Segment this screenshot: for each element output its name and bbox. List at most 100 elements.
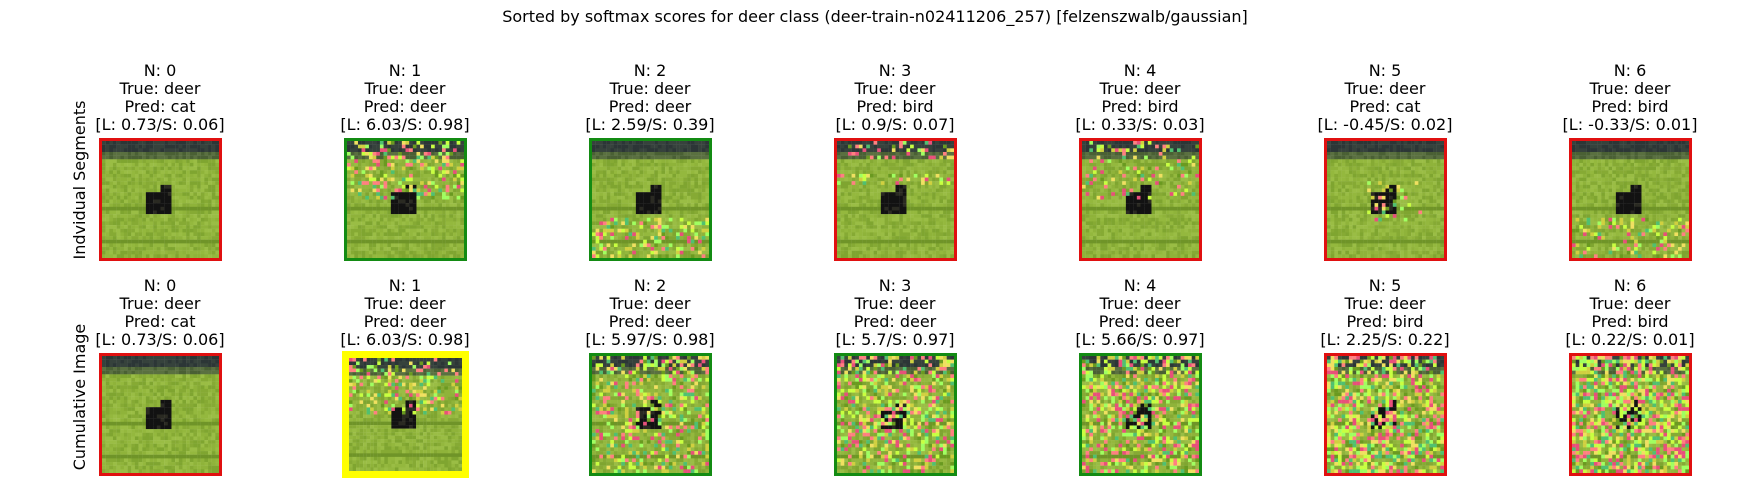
panel-image-frame <box>341 351 469 478</box>
figure-title: Sorted by softmax scores for deer class … <box>502 7 1248 26</box>
panel-caption: N: 3 True: deer Pred: deer [L: 5.7/S: 0.97] <box>770 277 1020 349</box>
panel-image-frame <box>1323 138 1447 261</box>
panel-image <box>101 356 219 473</box>
panel-image-frame <box>1568 138 1692 261</box>
panel-pred-label: Pred: deer <box>608 312 692 331</box>
grid-panel: N: 6 True: deer Pred: bird [L: 0.22/S: 0.01… <box>1505 277 1750 476</box>
panel-image-frame <box>343 138 467 261</box>
panel-score-label: [L: -0.33/S: 0.01] <box>1562 115 1698 134</box>
panel-score-label: [L: 0.73/S: 0.06] <box>95 115 225 134</box>
panel-score-label: [L: 6.03/S: 0.98] <box>340 330 470 349</box>
panel-pred-label: Pred: bird <box>856 97 934 116</box>
panel-true-label: True: deer <box>1099 79 1181 98</box>
panel-pred-label: Pred: cat <box>124 312 196 331</box>
panel-step-label: N: 5 <box>1368 61 1402 80</box>
panel-caption: N: 2 True: deer Pred: deer [L: 5.97/S: 0.98… <box>525 277 775 349</box>
panel-true-label: True: deer <box>609 294 691 313</box>
panel-true-label: True: deer <box>854 79 936 98</box>
panel-image <box>346 141 464 258</box>
panel-image <box>1326 356 1444 473</box>
panel-true-label: True: deer <box>1589 294 1671 313</box>
panel-true-label: True: deer <box>1344 79 1426 98</box>
panel-caption: N: 1 True: deer Pred: deer [L: 6.03/S: 0.98… <box>280 277 530 349</box>
grid-panel: N: 1 True: deer Pred: deer [L: 6.03/S: 0.98… <box>280 62 530 261</box>
panel-pred-label: Pred: deer <box>363 97 447 116</box>
panel-pred-label: Pred: deer <box>1098 312 1182 331</box>
panel-true-label: True: deer <box>609 79 691 98</box>
panel-image <box>348 358 462 471</box>
panel-caption: N: 0 True: deer Pred: cat [L: 0.73/S: 0.06] <box>35 62 285 134</box>
grid-panel: N: 4 True: deer Pred: deer [L: 5.66/S: 0.97… <box>1015 277 1265 476</box>
panel-image-frame <box>98 138 222 261</box>
panel-score-label: [L: 2.59/S: 0.39] <box>585 115 715 134</box>
panel-step-label: N: 4 <box>1123 276 1157 295</box>
panel-image <box>1571 356 1689 473</box>
grid-panel: N: 3 True: deer Pred: bird [L: 0.9/S: 0.07] <box>770 62 1020 261</box>
panel-image-frame <box>588 138 712 261</box>
panel-image-frame <box>833 353 957 476</box>
panel-true-label: True: deer <box>119 79 201 98</box>
panel-image <box>836 356 954 473</box>
panel-caption: N: 6 True: deer Pred: bird [L: 0.22/S: 0.01… <box>1505 277 1750 349</box>
panel-step-label: N: 1 <box>388 276 422 295</box>
panel-step-label: N: 2 <box>633 276 667 295</box>
panel-step-label: N: 4 <box>1123 61 1157 80</box>
grid-panel: N: 4 True: deer Pred: bird [L: 0.33/S: 0.03… <box>1015 62 1265 261</box>
panel-image-frame <box>1323 353 1447 476</box>
panel-score-label: [L: 5.7/S: 0.97] <box>835 330 955 349</box>
panel-image <box>591 356 709 473</box>
panel-caption: N: 5 True: deer Pred: bird [L: 2.25/S: 0.22… <box>1260 277 1510 349</box>
panel-step-label: N: 3 <box>878 61 912 80</box>
panel-score-label: [L: -0.45/S: 0.02] <box>1317 115 1453 134</box>
panel-step-label: N: 0 <box>143 61 177 80</box>
panel-true-label: True: deer <box>364 294 446 313</box>
panel-image <box>836 141 954 258</box>
panel-caption: N: 5 True: deer Pred: cat [L: -0.45/S: 0.02… <box>1260 62 1510 134</box>
panel-image-frame <box>1568 353 1692 476</box>
panel-true-label: True: deer <box>854 294 936 313</box>
panel-pred-label: Pred: deer <box>608 97 692 116</box>
panel-image <box>1081 356 1199 473</box>
panel-score-label: [L: 0.73/S: 0.06] <box>95 330 225 349</box>
panel-image-frame <box>98 353 222 476</box>
grid-panel: N: 5 True: deer Pred: cat [L: -0.45/S: 0.02… <box>1260 62 1510 261</box>
panel-pred-label: Pred: bird <box>1591 312 1669 331</box>
grid-panel: N: 6 True: deer Pred: bird [L: -0.33/S: 0.0… <box>1505 62 1750 261</box>
panel-caption: N: 0 True: deer Pred: cat [L: 0.73/S: 0.06] <box>35 277 285 349</box>
panel-image <box>101 141 219 258</box>
panel-true-label: True: deer <box>1344 294 1426 313</box>
panel-score-label: [L: 5.97/S: 0.98] <box>585 330 715 349</box>
panel-image <box>591 141 709 258</box>
panel-pred-label: Pred: bird <box>1101 97 1179 116</box>
panel-image-frame <box>1078 353 1202 476</box>
panel-image-frame <box>588 353 712 476</box>
panel-caption: N: 2 True: deer Pred: deer [L: 2.59/S: 0.39… <box>525 62 775 134</box>
grid-panel: N: 5 True: deer Pred: bird [L: 2.25/S: 0.22… <box>1260 277 1510 476</box>
panel-score-label: [L: 5.66/S: 0.97] <box>1075 330 1205 349</box>
panel-caption: N: 4 True: deer Pred: deer [L: 5.66/S: 0.97… <box>1015 277 1265 349</box>
panel-step-label: N: 0 <box>143 276 177 295</box>
grid-panel: N: 2 True: deer Pred: deer [L: 5.97/S: 0.98… <box>525 277 775 476</box>
grid-panel: N: 2 True: deer Pred: deer [L: 2.59/S: 0.39… <box>525 62 775 261</box>
panel-pred-label: Pred: bird <box>1591 97 1669 116</box>
panel-pred-label: Pred: deer <box>853 312 937 331</box>
panel-true-label: True: deer <box>1099 294 1181 313</box>
panel-pred-label: Pred: bird <box>1346 312 1424 331</box>
panel-caption: N: 4 True: deer Pred: bird [L: 0.33/S: 0.03… <box>1015 62 1265 134</box>
panel-image <box>1571 141 1689 258</box>
panel-step-label: N: 6 <box>1613 61 1647 80</box>
panel-score-label: [L: 0.33/S: 0.03] <box>1075 115 1205 134</box>
grid-panel: N: 3 True: deer Pred: deer [L: 5.7/S: 0.97] <box>770 277 1020 476</box>
panel-score-label: [L: 0.22/S: 0.01] <box>1565 330 1695 349</box>
panel-step-label: N: 6 <box>1613 276 1647 295</box>
grid-panel: N: 1 True: deer Pred: deer [L: 6.03/S: 0.98… <box>280 277 530 478</box>
panel-pred-label: Pred: deer <box>363 312 447 331</box>
panel-true-label: True: deer <box>364 79 446 98</box>
panel-true-label: True: deer <box>1589 79 1671 98</box>
panel-image-frame <box>833 138 957 261</box>
panel-pred-label: Pred: cat <box>1349 97 1421 116</box>
grid-panel: N: 0 True: deer Pred: cat [L: 0.73/S: 0.06] <box>35 277 285 476</box>
panel-caption: N: 1 True: deer Pred: deer [L: 6.03/S: 0.98… <box>280 62 530 134</box>
panel-step-label: N: 2 <box>633 61 667 80</box>
panel-image-frame <box>1078 138 1202 261</box>
